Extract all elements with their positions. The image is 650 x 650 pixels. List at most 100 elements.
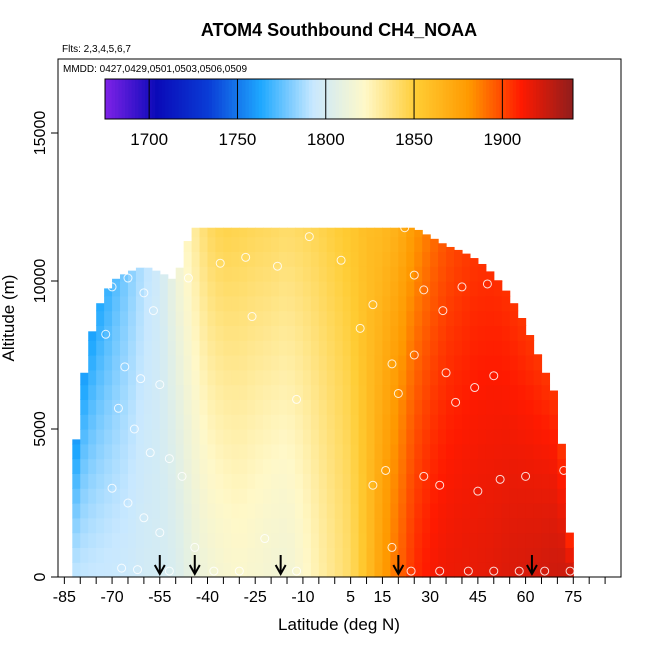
heatmap-cell bbox=[191, 532, 201, 548]
colorbar-swatch bbox=[392, 79, 397, 119]
heatmap-cell bbox=[104, 517, 113, 534]
heatmap-cell bbox=[271, 325, 280, 341]
x-tick-label: 30 bbox=[421, 589, 439, 606]
heatmap-cell bbox=[477, 355, 487, 371]
heatmap-cell bbox=[183, 429, 193, 445]
heatmap-cell bbox=[263, 236, 272, 252]
heatmap-cell bbox=[191, 236, 201, 252]
heatmap-cell bbox=[438, 295, 447, 312]
heatmap-cell bbox=[509, 532, 519, 548]
heatmap-cell bbox=[326, 355, 336, 371]
heatmap-cell bbox=[493, 369, 503, 386]
heatmap-cell bbox=[80, 384, 89, 400]
heatmap-cell bbox=[414, 295, 423, 312]
heatmap-cell bbox=[104, 325, 113, 341]
heatmap-cell bbox=[191, 310, 201, 326]
heatmap-cell bbox=[438, 281, 447, 297]
heatmap-cell bbox=[326, 340, 336, 356]
heatmap-cell bbox=[175, 281, 185, 297]
heatmap-cell bbox=[159, 310, 169, 326]
heatmap-cell bbox=[342, 547, 352, 563]
heatmap-cell bbox=[135, 503, 145, 519]
colorbar-swatch bbox=[362, 79, 367, 119]
heatmap-cell bbox=[294, 236, 304, 252]
heatmap-cell bbox=[310, 458, 320, 474]
heatmap-cell bbox=[326, 295, 336, 312]
heatmap-cell bbox=[342, 503, 352, 519]
heatmap-cell bbox=[159, 281, 169, 297]
heatmap-cell bbox=[342, 355, 352, 371]
heatmap-cell bbox=[80, 414, 89, 430]
heatmap-cell bbox=[382, 473, 391, 489]
heatmap-cell bbox=[398, 547, 407, 563]
heatmap-cell bbox=[454, 251, 463, 267]
heatmap-cell bbox=[350, 503, 360, 519]
heatmap-cell bbox=[446, 251, 455, 267]
heatmap-cell bbox=[167, 384, 177, 400]
heatmap-cell bbox=[112, 429, 121, 445]
heatmap-cell bbox=[374, 310, 384, 326]
heatmap-cell bbox=[517, 473, 527, 489]
sample-point bbox=[457, 282, 467, 292]
heatmap-cell bbox=[255, 384, 264, 400]
heatmap-cell bbox=[279, 295, 288, 312]
heatmap-cell bbox=[120, 458, 129, 474]
heatmap-cell bbox=[223, 488, 232, 504]
heatmap-cell bbox=[438, 547, 447, 563]
heatmap-cell bbox=[175, 369, 185, 386]
heatmap-cell bbox=[350, 325, 360, 341]
heatmap-cell bbox=[517, 369, 527, 386]
heatmap-cell bbox=[398, 355, 407, 371]
heatmap-cell bbox=[430, 547, 439, 563]
heatmap-cell bbox=[509, 355, 519, 371]
heatmap-cell bbox=[390, 517, 399, 534]
heatmap-cell bbox=[88, 488, 97, 504]
sample-point bbox=[136, 374, 146, 384]
colorbar-swatch bbox=[115, 79, 119, 119]
heatmap-cell bbox=[493, 458, 503, 474]
sample-point bbox=[75, 291, 85, 301]
heatmap-cell bbox=[231, 517, 240, 534]
heatmap-cell bbox=[438, 310, 447, 326]
heatmap-cell bbox=[406, 443, 415, 460]
heatmap-cell bbox=[422, 562, 431, 578]
colorbar-tick-label: 1800 bbox=[307, 130, 345, 149]
heatmap-cell bbox=[350, 547, 360, 563]
heatmap-cell bbox=[231, 236, 240, 252]
heatmap-cell bbox=[541, 399, 551, 415]
sample-point bbox=[441, 368, 451, 378]
heatmap-cell bbox=[231, 414, 240, 430]
heatmap-cell bbox=[151, 488, 161, 504]
heatmap-cell bbox=[88, 562, 97, 578]
heatmap-cell bbox=[112, 443, 121, 460]
heatmap-cell bbox=[223, 399, 232, 415]
heatmap-cell bbox=[239, 443, 248, 460]
heatmap-cell bbox=[438, 369, 447, 386]
heatmap-cell bbox=[151, 517, 161, 534]
heatmap-cell bbox=[167, 532, 177, 548]
heatmap-cell bbox=[382, 369, 391, 386]
heatmap-cell bbox=[358, 429, 368, 445]
heatmap-cell bbox=[143, 355, 153, 371]
heatmap-cell bbox=[549, 390, 558, 400]
heatmap-cell bbox=[239, 384, 248, 400]
heatmap-cell bbox=[430, 266, 439, 282]
heatmap-cell bbox=[287, 517, 296, 534]
heatmap-cell bbox=[358, 517, 368, 534]
heatmap-cell bbox=[549, 562, 558, 578]
heatmap-cell bbox=[88, 517, 97, 534]
heatmap-cell bbox=[382, 399, 391, 415]
heatmap-cell bbox=[104, 429, 113, 445]
heatmap-cell bbox=[215, 355, 224, 371]
colorbar-swatch bbox=[526, 79, 531, 119]
heatmap-cell bbox=[247, 281, 256, 297]
heatmap-cell bbox=[422, 325, 431, 341]
heatmap-cell bbox=[151, 503, 161, 519]
heatmap-cell bbox=[112, 458, 121, 474]
heatmap-cell bbox=[263, 414, 272, 430]
heatmap-cell bbox=[461, 429, 471, 445]
heatmap-cell bbox=[207, 281, 217, 297]
heatmap-cell bbox=[135, 399, 145, 415]
heatmap-cell bbox=[127, 295, 137, 312]
